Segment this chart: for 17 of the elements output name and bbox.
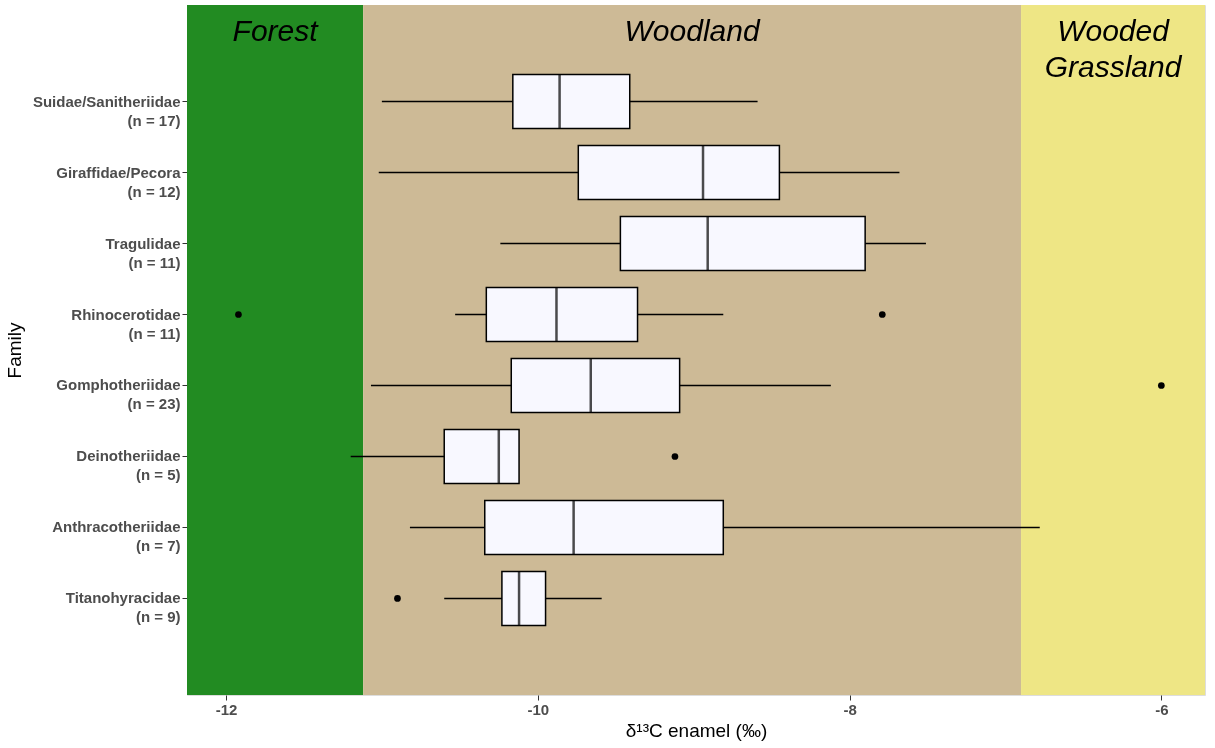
band-label: Woodland [624,14,761,47]
y-tick-label: Tragulidae (n = 11) [105,234,181,271]
y-tick-label: Gomphotheriidae (n = 23) [56,376,181,413]
y-tick-label: Giraffidae/Pecora (n = 12) [56,163,182,200]
y-tick-label: Anthracotheriidae (n = 7) [52,518,181,555]
y-tick-label: Deinotheriidae (n = 5) [76,447,181,484]
x-tick-label: -10 [527,700,550,718]
band-label: Wooded Grassland [1044,14,1183,83]
x-tick-label: -6 [1155,700,1169,718]
y-tick-label: Titanohyracidae (n = 9) [65,589,181,626]
x-tick-label: -8 [843,700,857,718]
y-tick-label: Suidae/Sanitheriidae (n = 17) [32,92,181,129]
x-axis-title: δ¹³C enamel (‰) [625,719,768,741]
x-tick-label: -12 [215,700,238,718]
y-tick-label: Rhinocerotidae (n = 11) [71,305,181,342]
y-axis-title: Family [3,322,25,379]
band-label: Forest [232,14,320,47]
